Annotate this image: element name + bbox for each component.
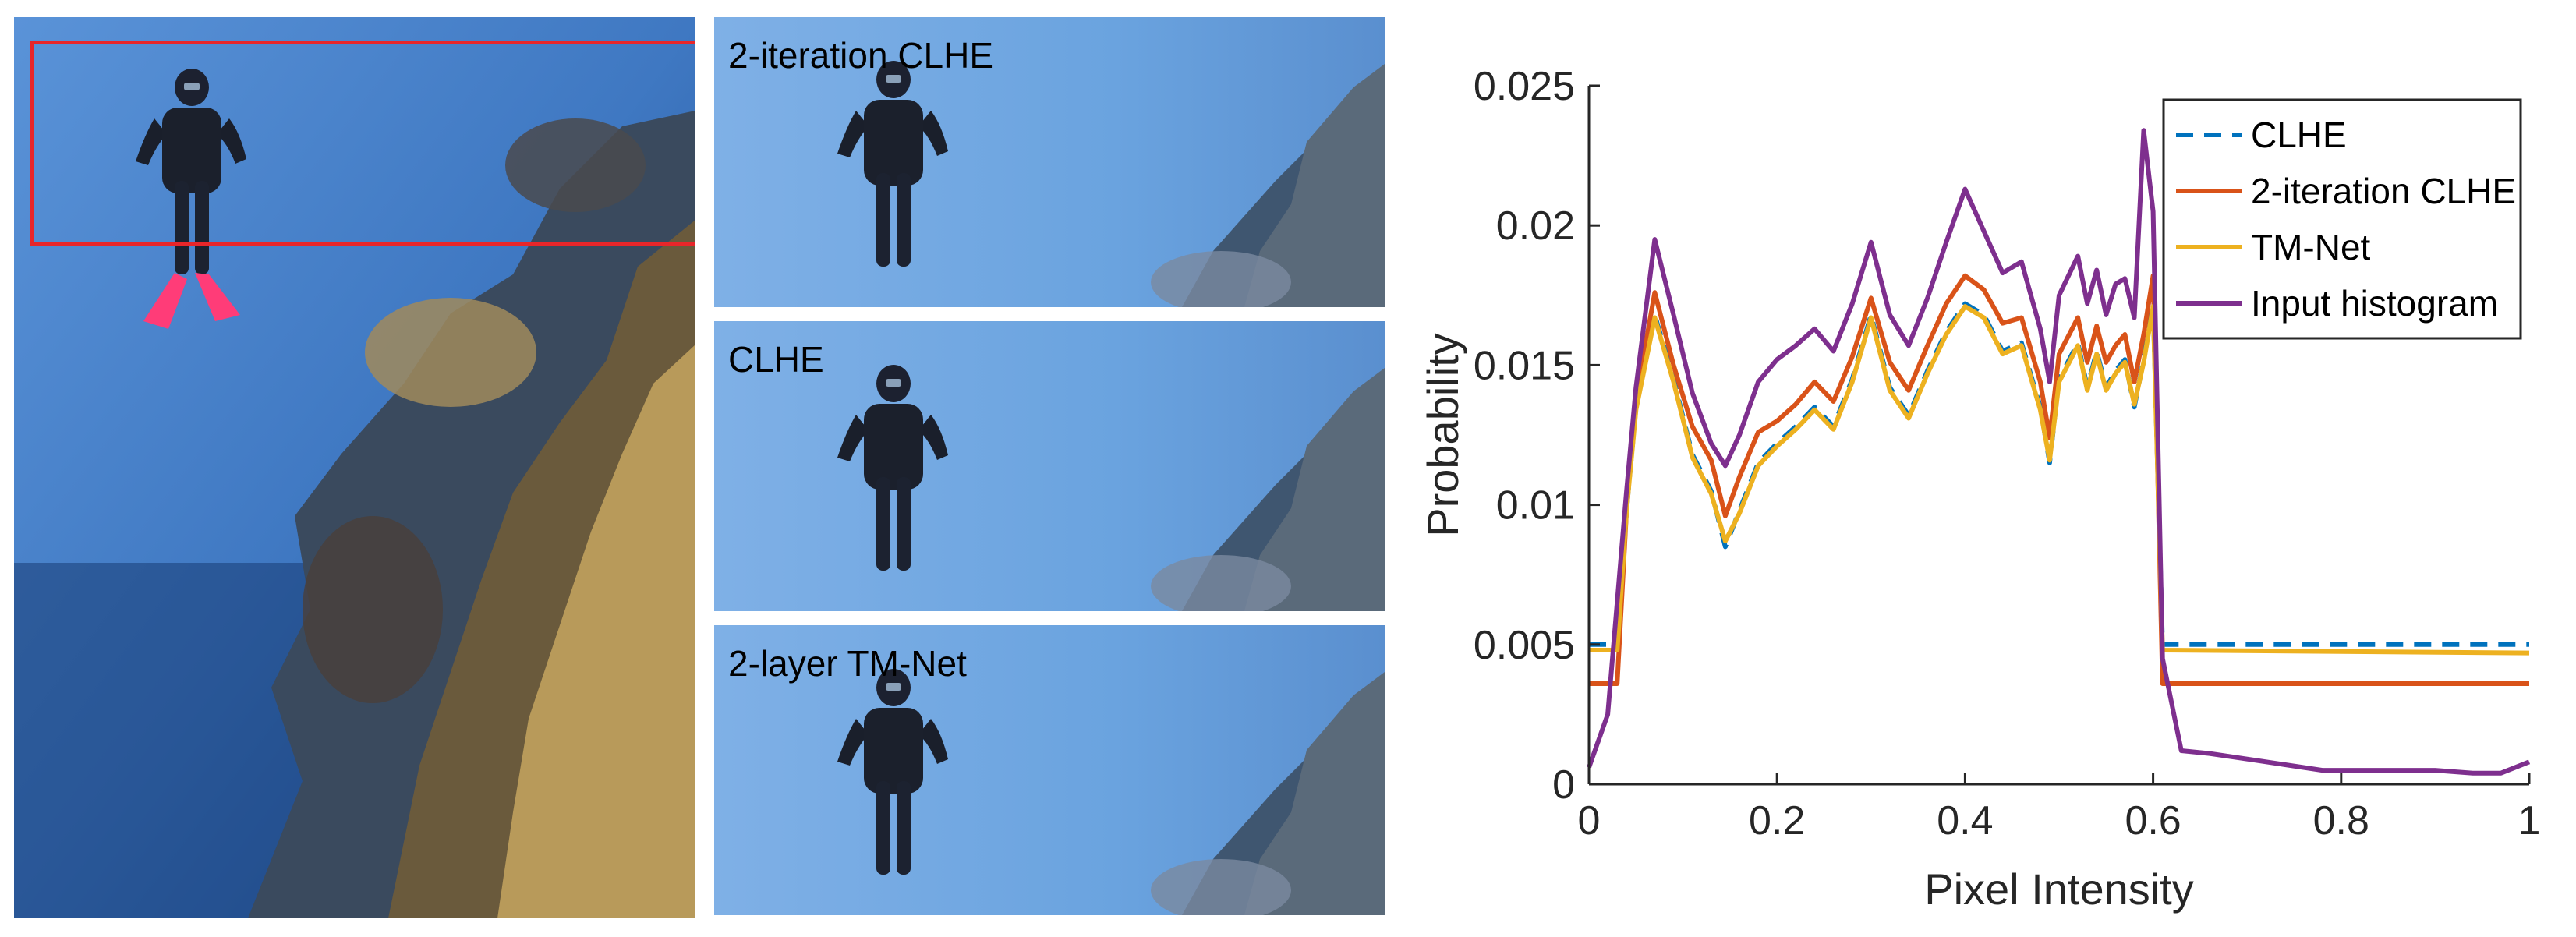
main-underwater-photo — [14, 17, 695, 918]
y-tick-label: 0 — [1552, 762, 1575, 808]
y-tick-label: 0.025 — [1474, 64, 1575, 109]
crop-label: CLHE — [728, 339, 824, 380]
y-tick-label: 0.015 — [1474, 343, 1575, 388]
chart-axes: 0 0.005 0.01 0.015 0.02 0.025 0 0.2 0.4 0.6 0.8 1 Pi… — [1418, 64, 2540, 914]
series-line-2-iteration-clhe — [1589, 273, 2529, 686]
series-line-input-histogram — [1587, 128, 2531, 776]
crop-label: 2-iteration CLHE — [728, 35, 994, 76]
crop-label: 2-layer TM-Net — [728, 643, 967, 684]
legend-entry-label: CLHE — [2251, 115, 2347, 155]
diver-figure — [136, 69, 246, 329]
crop-scene — [714, 625, 1385, 915]
chart-legend: CLHE 2-iteration CLHE TM-Net Input histogra… — [2162, 98, 2522, 340]
legend-entry-label: Input histogram — [2251, 283, 2498, 324]
crop-panel-2-iteration-clhe: 2-iteration CLHE — [714, 17, 1385, 307]
region-of-interest-box — [30, 41, 695, 246]
legend-box — [2162, 98, 2522, 340]
x-axis-label: Pixel Intensity — [1924, 865, 2194, 914]
y-tick-label: 0.01 — [1496, 483, 1575, 529]
legend-entry-label: 2-iteration CLHE — [2251, 171, 2516, 211]
plot-area — [1587, 128, 2531, 776]
histogram-chart: 0 0.005 0.01 0.015 0.02 0.025 0 0.2 0.4 0.6 0.8 1 Pi… — [1418, 64, 2540, 914]
y-tick-label: 0.005 — [1474, 623, 1575, 668]
crop-panel-clhe: CLHE — [714, 321, 1385, 611]
x-tick-label: 0 — [1578, 798, 1601, 843]
x-tick-label: 0.4 — [1937, 798, 1993, 843]
legend-entry-label: TM-Net — [2251, 227, 2371, 267]
underwater-scene — [14, 17, 695, 918]
x-tick-label: 0.6 — [2125, 798, 2181, 843]
series-line-tm-net — [1589, 304, 2530, 656]
crop-scene — [714, 17, 1385, 307]
x-tick-label: 1 — [2518, 798, 2541, 843]
crop-scene — [714, 321, 1385, 611]
crop-panel-2-layer-tm-net: 2-layer TM-Net — [714, 625, 1385, 915]
x-tick-label: 0.8 — [2313, 798, 2369, 843]
x-tick-label: 0.2 — [1749, 798, 1805, 843]
y-axis-label: Probability — [1418, 333, 1467, 536]
y-tick-label: 0.02 — [1496, 203, 1575, 249]
